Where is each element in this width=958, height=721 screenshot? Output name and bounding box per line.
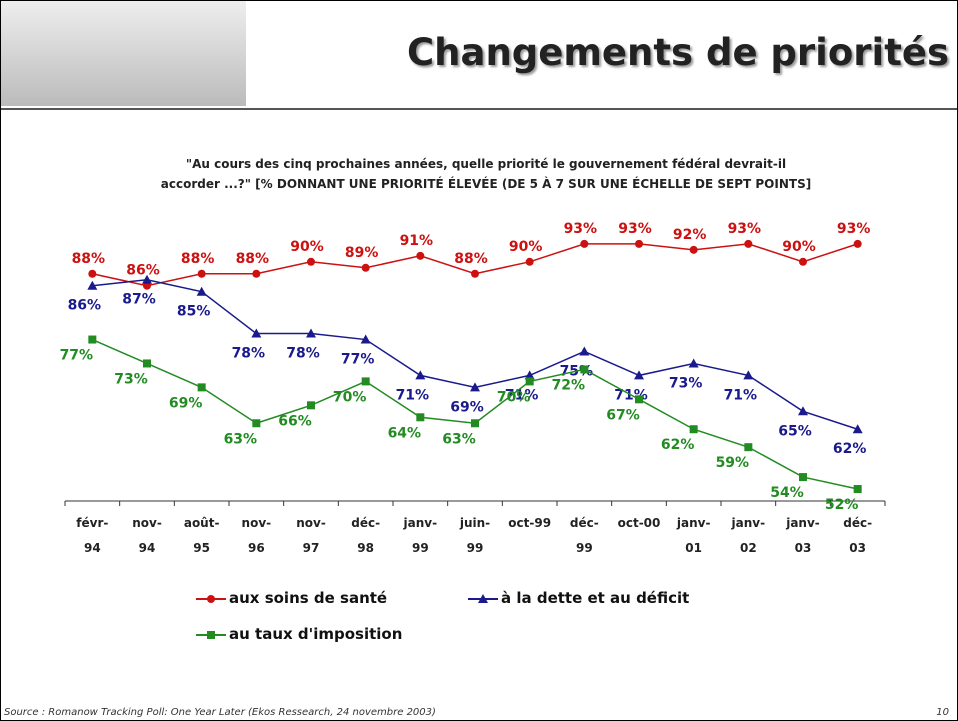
data-label: 93%	[618, 221, 652, 237]
data-point	[580, 240, 588, 248]
data-label: 72%	[552, 377, 586, 393]
x-tick-label: janv- 99	[390, 511, 450, 561]
data-label: 89%	[345, 245, 379, 261]
data-point	[471, 270, 479, 278]
data-point	[579, 347, 589, 356]
data-point	[526, 258, 534, 266]
data-label: 63%	[224, 431, 258, 447]
data-point	[307, 401, 315, 409]
data-label: 90%	[509, 239, 543, 255]
data-point	[689, 358, 699, 367]
data-label: 62%	[661, 437, 695, 453]
data-point	[471, 419, 479, 427]
data-label: 86%	[126, 263, 160, 279]
source-note: Source : Romanow Tracking Poll: One Year…	[4, 707, 436, 718]
data-label: 54%	[770, 485, 804, 501]
data-point	[744, 240, 752, 248]
data-label: 90%	[290, 239, 324, 255]
data-point	[362, 264, 370, 272]
data-point	[252, 419, 260, 427]
data-label: 88%	[72, 251, 106, 267]
chart: 88% 86% 88% 88% 90% 89% 91% 88% 90% 93% 93% 92% 93% 9…	[1, 1, 957, 720]
x-tick-label: déc- 03	[828, 511, 888, 561]
slide: Changements de priorités "Au cours des c…	[0, 0, 958, 721]
data-label: 87%	[122, 292, 156, 308]
data-label: 88%	[181, 251, 215, 267]
x-tick-label: déc- 99	[554, 511, 614, 561]
data-label: 69%	[169, 395, 203, 411]
data-label: 88%	[236, 251, 270, 267]
data-label: 64%	[388, 425, 422, 441]
data-point	[744, 443, 752, 451]
x-tick-label: déc- 98	[336, 511, 396, 561]
data-label: 86%	[68, 298, 102, 314]
x-tick-label: nov- 96	[226, 511, 286, 561]
data-label: 65%	[778, 423, 812, 439]
data-point	[143, 359, 151, 367]
data-label: 69%	[450, 399, 484, 415]
x-tick-label: oct-99	[500, 511, 560, 536]
data-label: 71%	[396, 387, 430, 403]
data-point	[526, 377, 534, 385]
x-tick-label: nov- 94	[117, 511, 177, 561]
data-label: 70%	[333, 389, 367, 405]
x-tick-label: janv- 01	[664, 511, 724, 561]
data-label: 77%	[60, 348, 94, 364]
legend-marker	[207, 595, 215, 603]
data-label: 71%	[724, 387, 758, 403]
data-label: 88%	[454, 251, 488, 267]
data-point	[416, 252, 424, 260]
data-label: 63%	[442, 431, 476, 447]
x-tick-label: août- 95	[172, 511, 232, 561]
legend-marker	[207, 631, 215, 639]
data-label: 62%	[833, 441, 867, 457]
x-tick-label: janv- 02	[718, 511, 778, 561]
data-point	[580, 365, 588, 373]
data-point	[252, 270, 260, 278]
legend-label: aux soins de santé	[229, 589, 387, 607]
data-point	[307, 258, 315, 266]
data-label: 78%	[286, 346, 320, 362]
data-point	[854, 485, 862, 493]
data-point	[198, 383, 206, 391]
data-point	[88, 270, 96, 278]
data-point	[798, 406, 808, 415]
x-tick-label: juin- 99	[445, 511, 505, 561]
data-point	[415, 370, 425, 379]
data-label: 66%	[278, 413, 312, 429]
data-point	[416, 413, 424, 421]
page-number: 10	[936, 707, 949, 718]
data-label: 67%	[606, 407, 640, 423]
legend-label: à la dette et au déficit	[501, 589, 689, 607]
data-point	[690, 246, 698, 254]
data-point	[88, 336, 96, 344]
data-point	[799, 473, 807, 481]
data-point	[362, 377, 370, 385]
x-tick-label: nov- 97	[281, 511, 341, 561]
data-label: 93%	[564, 221, 598, 237]
data-label: 91%	[400, 233, 434, 249]
data-label: 93%	[728, 221, 762, 237]
data-label: 77%	[341, 352, 375, 368]
data-label: 73%	[669, 375, 703, 391]
legend-label: au taux d'imposition	[229, 625, 402, 643]
data-label: 93%	[837, 221, 871, 237]
data-point	[854, 240, 862, 248]
data-point	[198, 270, 206, 278]
x-tick-label: oct-00	[609, 511, 669, 536]
x-tick-label: févr- 94	[62, 511, 122, 561]
data-label: 78%	[232, 346, 266, 362]
data-label: 92%	[673, 227, 707, 243]
data-label: 85%	[177, 304, 211, 320]
data-label: 90%	[782, 239, 816, 255]
data-point	[799, 258, 807, 266]
data-point	[635, 240, 643, 248]
data-label: 59%	[716, 455, 750, 471]
data-point	[690, 425, 698, 433]
data-label: 73%	[114, 371, 148, 387]
x-tick-label: janv- 03	[773, 511, 833, 561]
data-point	[635, 395, 643, 403]
data-label: 70%	[497, 389, 531, 405]
